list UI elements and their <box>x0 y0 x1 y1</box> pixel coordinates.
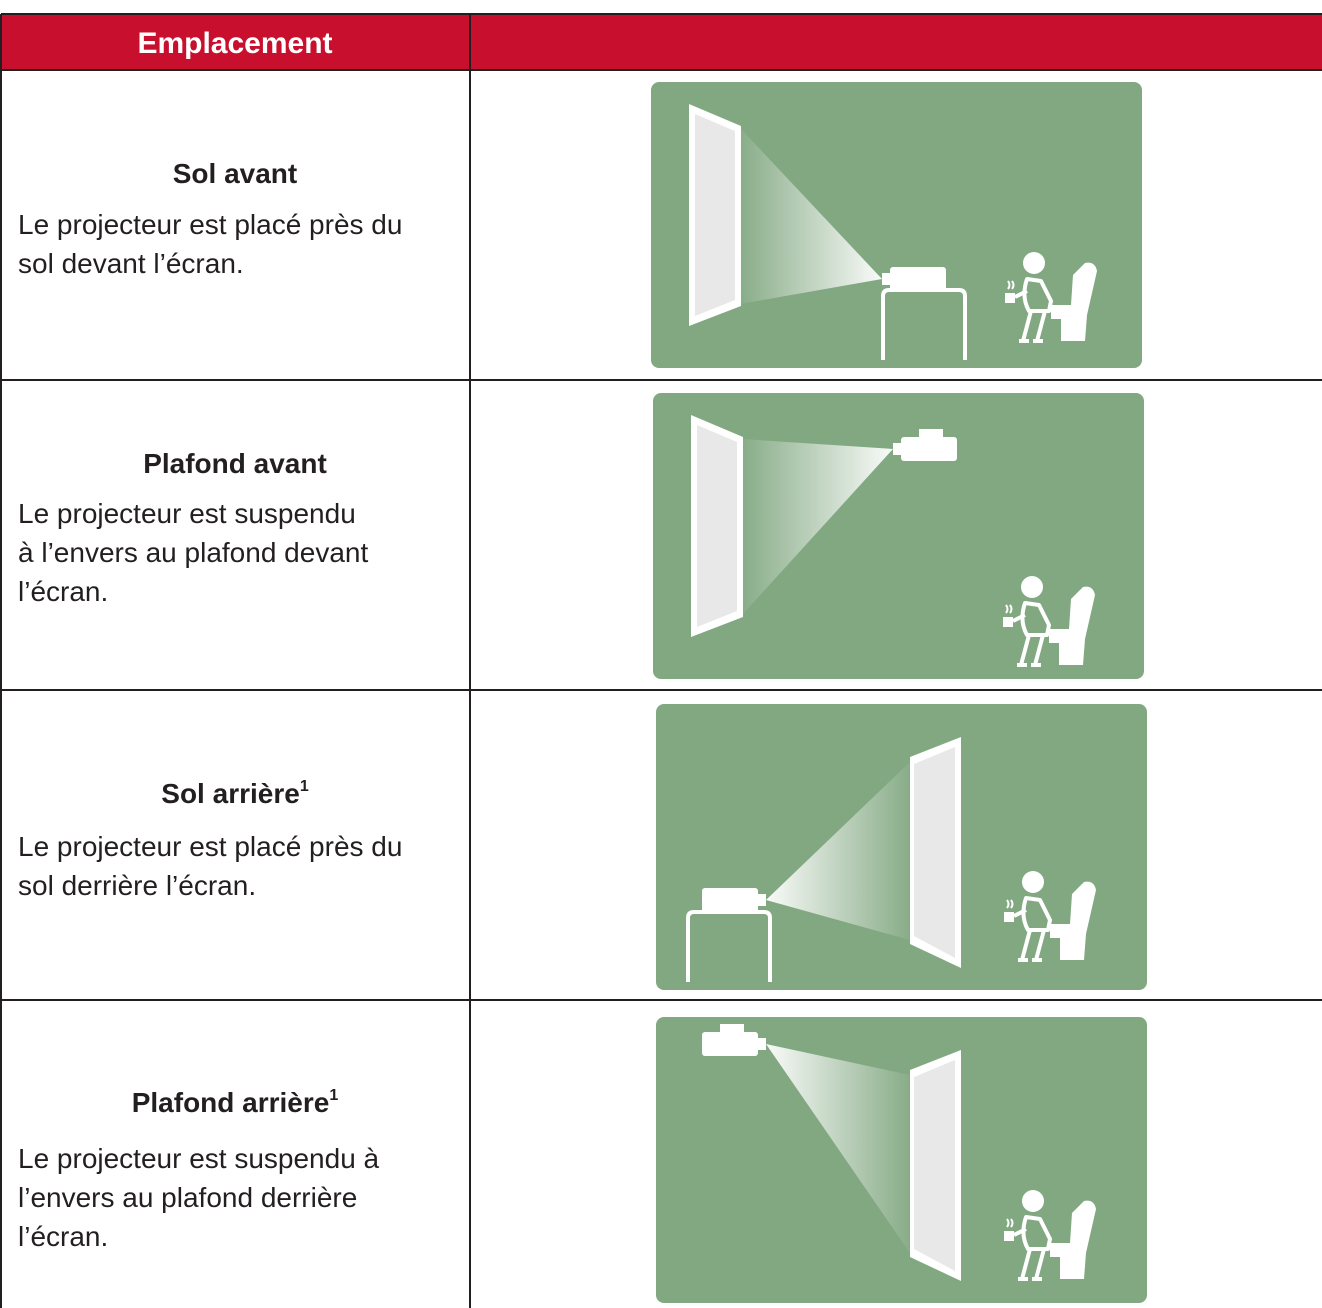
legs <box>1017 634 1045 667</box>
row-description: l’écran. <box>18 576 108 607</box>
cup <box>1005 293 1015 303</box>
placement-illustration <box>656 1017 1147 1303</box>
projector-mount <box>720 1024 744 1032</box>
cup <box>1003 617 1013 627</box>
screen-surface <box>695 114 735 316</box>
cup <box>1004 912 1014 922</box>
row-description: l’écran. <box>18 1221 108 1252</box>
table <box>881 288 967 360</box>
legs <box>1018 929 1046 962</box>
head <box>1021 576 1043 598</box>
row-description: Le projecteur est placé près du <box>18 831 402 862</box>
cup <box>1004 1231 1014 1241</box>
row-title-text: Sol avant <box>173 158 297 189</box>
footnote-mark: 1 <box>300 778 309 795</box>
row-title-text: Sol arrière <box>161 778 300 809</box>
row-description: à l’envers au plafond devant <box>18 537 368 568</box>
legs <box>1018 1248 1046 1281</box>
projector-body <box>890 267 946 291</box>
table-grid <box>0 13 1322 1308</box>
row-title: Sol avant <box>173 158 297 189</box>
chair <box>1050 881 1096 960</box>
viewer-icon <box>1004 871 1096 962</box>
light-beam <box>766 762 910 940</box>
head <box>1023 252 1045 274</box>
steam <box>1006 1218 1014 1228</box>
viewer-icon <box>1004 1190 1096 1281</box>
projector-mount <box>919 429 943 437</box>
row-description: sol devant l’écran. <box>18 248 244 279</box>
body <box>1014 277 1053 313</box>
row-title-text: Plafond avant <box>143 448 327 479</box>
viewer-icon <box>1003 576 1095 667</box>
table <box>686 910 772 982</box>
light-beam <box>740 128 882 304</box>
screen-surface <box>914 1060 955 1271</box>
body <box>1013 896 1052 932</box>
light-beam <box>742 439 893 615</box>
projector-body <box>901 437 957 461</box>
chair <box>1050 1200 1096 1279</box>
placement-illustration <box>651 82 1142 368</box>
steam <box>1005 604 1013 614</box>
projector-lens <box>758 1038 766 1050</box>
projector-lens <box>758 894 766 906</box>
row-title: Plafond arrière1 <box>132 1087 339 1118</box>
body <box>1013 1215 1052 1251</box>
row-description: Le projecteur est suspendu à <box>18 1143 380 1174</box>
row-title: Plafond avant <box>143 448 327 479</box>
header-title: Emplacement <box>137 27 332 60</box>
head <box>1022 1190 1044 1212</box>
projector-body <box>702 888 758 912</box>
footnote-mark: 1 <box>329 1087 338 1104</box>
chair <box>1051 262 1097 341</box>
chair <box>1049 586 1095 665</box>
row-title-text: Plafond arrière <box>132 1087 330 1118</box>
light-beam <box>766 1044 910 1253</box>
steam <box>1006 899 1014 909</box>
row-title: Sol arrière1 <box>161 778 309 809</box>
screen-surface <box>914 747 955 958</box>
screen-surface <box>697 425 737 627</box>
header-band <box>1 14 1322 70</box>
projector-lens <box>893 443 901 455</box>
viewer-icon <box>1005 252 1097 343</box>
row-description: sol derrière l’écran. <box>18 870 256 901</box>
placement-illustration <box>656 704 1147 990</box>
row-description: Le projecteur est placé près du <box>18 209 402 240</box>
steam <box>1007 280 1015 290</box>
projector-lens <box>882 273 890 285</box>
projector-body <box>702 1032 758 1056</box>
row-description: l’envers au plafond derrière <box>18 1182 357 1213</box>
placement-illustration <box>653 393 1144 679</box>
row-description: Le projecteur est suspendu <box>18 498 356 529</box>
legs <box>1019 310 1047 343</box>
body <box>1012 601 1051 637</box>
head <box>1022 871 1044 893</box>
